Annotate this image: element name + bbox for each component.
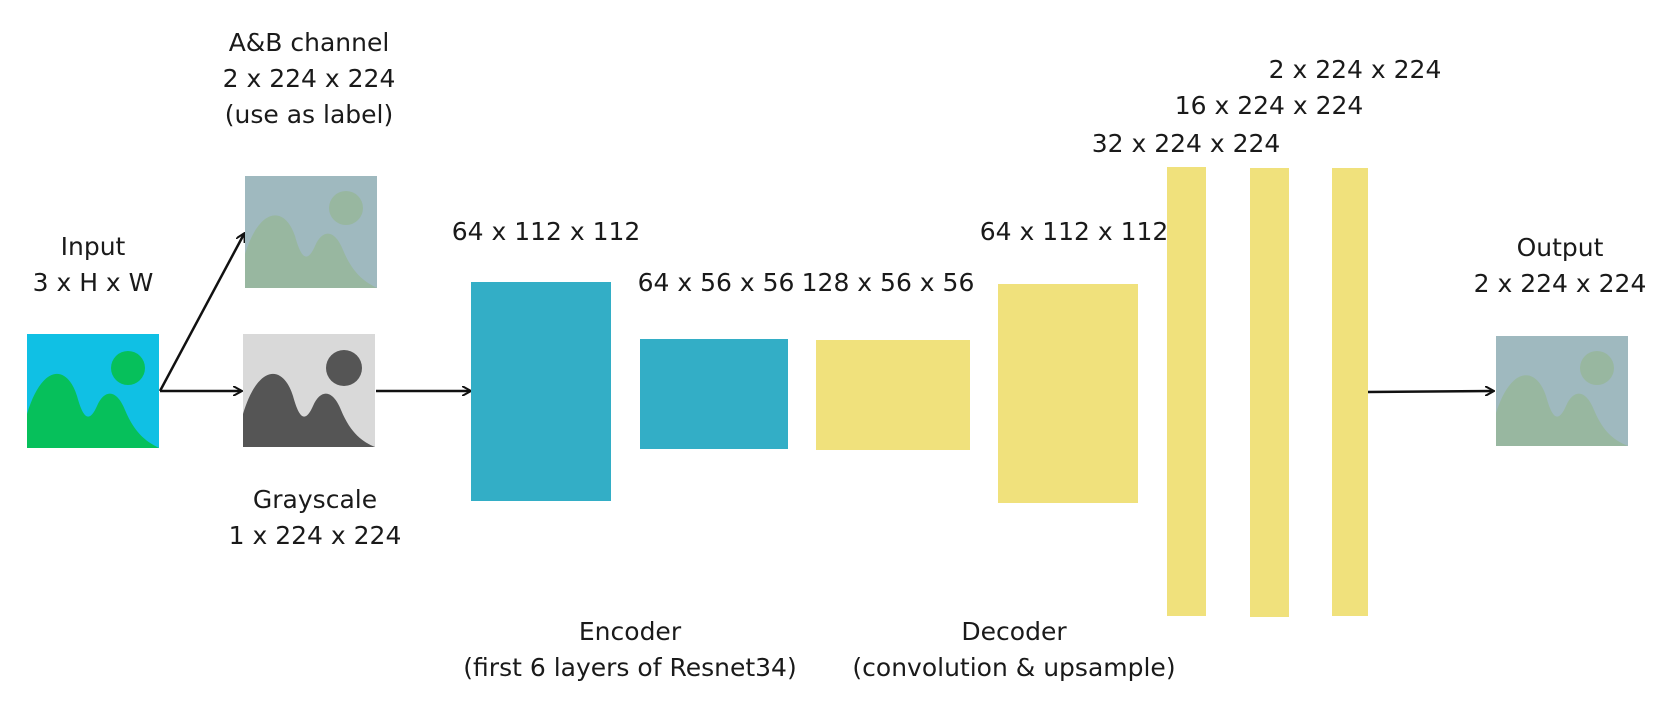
grayscale-image-icon bbox=[243, 334, 375, 447]
output-shape: 2 x 224 x 224 bbox=[1473, 269, 1647, 298]
output-image-icon bbox=[1496, 336, 1628, 446]
ab-channel-image-icon bbox=[245, 176, 377, 288]
decoder-caption: Decoder (convolution & upsample) bbox=[852, 614, 1175, 686]
input-shape: 3 x H x W bbox=[32, 268, 154, 297]
decoder-subtitle: (convolution & upsample) bbox=[852, 653, 1176, 682]
input-title: Input bbox=[60, 232, 126, 261]
arrow-input-to-ab bbox=[158, 234, 244, 392]
encoder-block-2-label: 64 x 56 x 56 bbox=[637, 268, 795, 297]
decoder-block-5-label: 2 x 224 x 224 bbox=[1268, 55, 1442, 84]
encoder-subtitle: (first 6 layers of Resnet34) bbox=[463, 653, 797, 682]
output-label: Output 2 x 224 x 224 bbox=[1474, 230, 1647, 302]
decoder-title: Decoder bbox=[961, 617, 1067, 646]
decoder-block-4-label: 16 x 224 x 224 bbox=[1174, 91, 1364, 120]
decoder-block-3-label: 32 x 224 x 224 bbox=[1091, 129, 1281, 158]
ab-channel-note: (use as label) bbox=[224, 100, 394, 129]
decoder-block-1-label: 128 x 56 x 56 bbox=[801, 268, 975, 297]
decoder-block-1 bbox=[816, 340, 970, 450]
grayscale-title: Grayscale bbox=[252, 485, 378, 514]
ab-channel-title: A&B channel bbox=[228, 28, 390, 57]
input-image-icon bbox=[27, 334, 159, 448]
grayscale-shape: 1 x 224 x 224 bbox=[228, 521, 402, 550]
output-title: Output bbox=[1516, 233, 1604, 262]
ab-channel-label: A&B channel 2 x 224 x 224 (use as label) bbox=[223, 25, 396, 133]
decoder-block-3 bbox=[1167, 167, 1206, 616]
grayscale-label: Grayscale 1 x 224 x 224 bbox=[229, 482, 402, 554]
decoder-block-2 bbox=[998, 284, 1138, 503]
encoder-block-1-label: 64 x 112 x 112 bbox=[451, 217, 641, 246]
arrow-decoder-to-output bbox=[1366, 391, 1493, 392]
decoder-block-4 bbox=[1250, 168, 1289, 617]
encoder-caption: Encoder (first 6 layers of Resnet34) bbox=[463, 614, 796, 686]
ab-channel-shape: 2 x 224 x 224 bbox=[222, 64, 396, 93]
encoder-title: Encoder bbox=[578, 617, 682, 646]
decoder-block-2-label: 64 x 112 x 112 bbox=[979, 217, 1169, 246]
encoder-block-1 bbox=[471, 282, 611, 501]
encoder-block-2 bbox=[640, 339, 788, 449]
input-label: Input 3 x H x W bbox=[33, 229, 154, 301]
decoder-block-5 bbox=[1332, 168, 1368, 616]
